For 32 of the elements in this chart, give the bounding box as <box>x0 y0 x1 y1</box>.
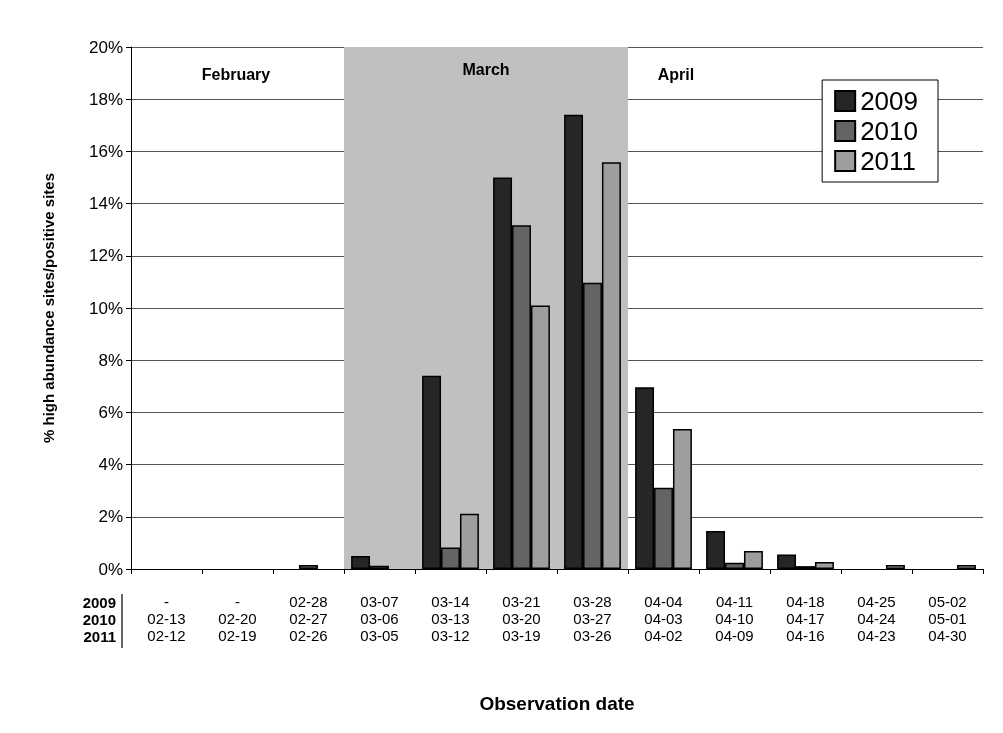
x-tick-label: 04-11 04-10 04-09 <box>715 593 754 644</box>
band-label: March <box>462 60 510 78</box>
y-tick-label: 16% <box>88 141 123 161</box>
y-axis-title: % high abundance sites/positive sites <box>40 172 57 444</box>
x-axis-title: Observation date <box>479 693 635 714</box>
y-tick-label: 0% <box>98 559 123 579</box>
x-tick-label: 04-18 04-17 04-16 <box>786 593 825 644</box>
legend-label: 2011 <box>860 146 917 176</box>
x-tick-label: - 02-13 02-12 <box>147 593 186 644</box>
y-tick-label: 2% <box>98 507 123 527</box>
y-tick-label: 10% <box>88 298 123 318</box>
x-tick-label: 04-25 04-24 04-23 <box>857 593 896 644</box>
text: 2009 2010 2011 <box>82 594 116 645</box>
annotation: February <box>201 66 271 83</box>
y-tick-label: 4% <box>98 455 123 475</box>
x-tick-label: 02-28 02-27 02-26 <box>289 593 328 644</box>
annotation: April <box>657 66 695 83</box>
y-tick-label: 14% <box>88 194 123 214</box>
y-tick-label: 18% <box>88 89 123 109</box>
x-tick-label: 03-14 03-13 03-12 <box>431 593 470 644</box>
y-tick-label: 12% <box>88 246 123 266</box>
y-tick-label: 6% <box>98 402 123 422</box>
x-tick-label: 03-21 03-20 03-19 <box>502 593 541 644</box>
x-tick-label: 04-04 04-03 04-02 <box>644 593 683 644</box>
legend-label: 2009 <box>860 86 918 116</box>
y-tick-label: 20% <box>88 37 123 57</box>
x-tick-label: 03-28 03-27 03-26 <box>573 593 612 644</box>
x-tick-label: 05-02 05-01 04-30 <box>928 593 967 644</box>
legend-label: 2010 <box>860 116 918 146</box>
y-tick-label: 8% <box>98 350 123 370</box>
x-tick-label: - 02-20 02-19 <box>218 593 257 644</box>
x-tick-label: 03-07 03-06 03-05 <box>360 593 399 644</box>
